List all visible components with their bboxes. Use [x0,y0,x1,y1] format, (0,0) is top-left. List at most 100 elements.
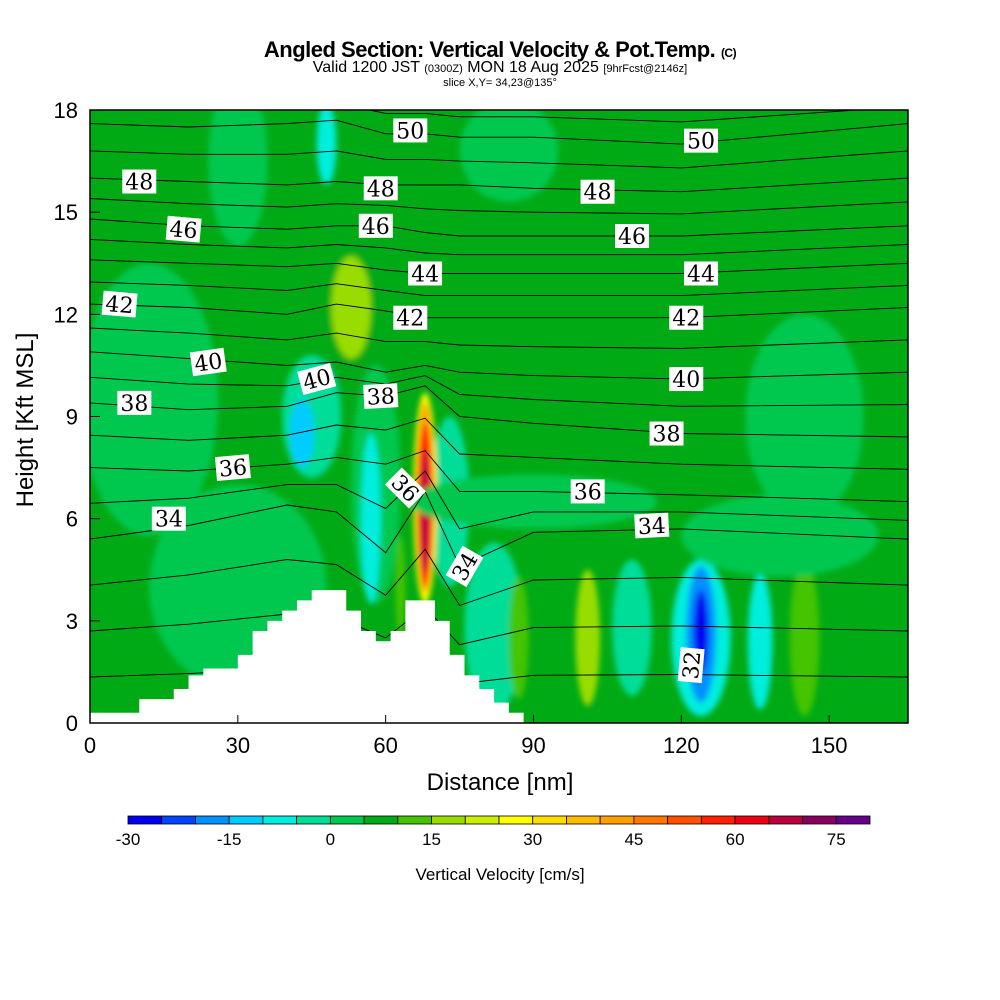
colorbar-tick-label: 15 [422,830,441,849]
contour-label-text: 40 [672,368,700,393]
contour-label: 42 [669,305,704,332]
contour-label-box [615,224,650,249]
x-tick-label: 90 [521,733,545,758]
slice-info: slice X,Y= 34,23@135° [443,77,557,89]
contour-label-box [117,390,152,415]
colorbar-tick-label: -15 [217,830,242,849]
contour-label-box [122,169,157,194]
x-tick-label: 150 [811,733,848,758]
theta-contour-43 [90,281,908,297]
contour-label-box [649,421,684,446]
contour-label-box [570,479,605,504]
y-axis-label: Height [Kft MSL] [12,333,39,508]
contour-label: 42 [393,305,428,332]
contour-label-box [214,454,251,482]
contour-label: 50 [684,128,719,155]
y-tick-label: 6 [66,507,78,532]
velocity-field [90,110,908,723]
colorbar-swatch [633,815,669,825]
contour-label: 46 [165,215,202,244]
valid-utc: (0300Z) [424,63,463,75]
colorbar-swatch [464,815,500,825]
colorbar-swatch [566,815,601,825]
theta-contour-51 [175,110,865,123]
y-tick-label: 18 [54,98,78,123]
contour-label: 48 [122,169,157,196]
contour-label-box [669,305,704,330]
colorbar-swatch [363,815,399,825]
theta-contour-46 [90,218,908,237]
velocity-cell [361,433,381,604]
y-tick-label: 12 [54,302,78,327]
contour-label: 48 [580,179,615,206]
y-tick-label: 9 [66,405,78,430]
colorbar-swatch [296,815,331,825]
x-tick-label: 0 [84,733,96,758]
forecast-info: [9hrFcst@2146z] [603,63,688,75]
y-tick-label: 3 [66,609,78,634]
title-suffix: (C) [720,46,737,60]
contour-label-box [363,383,399,409]
colorbar: -30 -15 0 15 30 45 60 75 [116,815,871,849]
contour-label: 38 [363,383,399,411]
contour-label: 40 [669,367,704,393]
colorbar-swatch [397,815,432,825]
x-tick-label: 60 [373,733,397,758]
contour-label-text: 34 [155,508,183,533]
colorbar-tick-label: 60 [726,830,745,849]
velocity-cell [508,576,529,700]
contour-label-text: 48 [584,181,612,206]
theta-contour-low [90,548,908,607]
contour-label: 42 [101,290,138,319]
contour-label-box [677,647,705,684]
theta-contour-38 [90,385,908,438]
colorbar-tick-label: 30 [523,830,542,849]
x-tick-label: 120 [663,733,700,758]
theta-contour-37 [90,417,908,470]
colorbar-swatch [161,815,196,825]
contour-label: 50 [393,118,428,144]
colorbar-swatch [667,815,702,825]
chart-title: Angled Section: Vertical Velocity & Pot.… [0,37,1000,63]
contour-label: 38 [649,421,684,448]
velocity-cell [747,573,773,710]
contour-label: 44 [408,261,443,287]
velocity-cell [612,559,652,696]
contour-label-text: 44 [411,262,439,287]
valid-time: Valid 1200 JST [312,59,420,76]
contour-label-text: 34 [637,514,666,540]
theta-contour-34 [90,490,908,567]
contour-label-text: 50 [396,119,424,144]
contour-label-text: 40 [193,349,224,378]
theta-contour-45 [90,238,908,256]
contour-label-text: 44 [687,262,715,287]
theta-contour-40 [90,351,908,380]
contour-label-text: 38 [120,392,148,417]
contour-label-text: 46 [618,225,646,250]
contour-label: 44 [684,261,719,287]
colorbar-tick-label: 75 [827,830,846,849]
contour-label-text: 48 [125,171,153,196]
colorbar-tick-label: 0 [326,830,335,849]
velocity-cell [90,263,219,536]
colorbar-swatch [700,815,736,825]
contour-label-box [363,176,398,201]
contour-label-text: 32 [679,650,706,680]
theta-contour-47 [90,198,908,215]
velocity-cell [395,535,406,638]
colorbar-swatch [532,815,567,825]
contour-label: 46 [358,213,393,240]
contour-label-box [634,512,670,539]
contour-label-box [189,347,227,377]
contour-label-box [297,363,337,396]
velocity-cell [464,542,524,713]
contour-label-text: 42 [104,292,134,319]
valid-date: MON 18 Aug 2025 [467,59,599,76]
contour-label-text: 42 [672,307,700,332]
contour-label: 36 [214,454,251,483]
contour-label-text: 36 [218,455,248,482]
contour-label: 34 [151,506,186,533]
title-text: Angled Section: Vertical Velocity & Pot.… [263,37,716,62]
contour-label: 32 [677,647,706,684]
